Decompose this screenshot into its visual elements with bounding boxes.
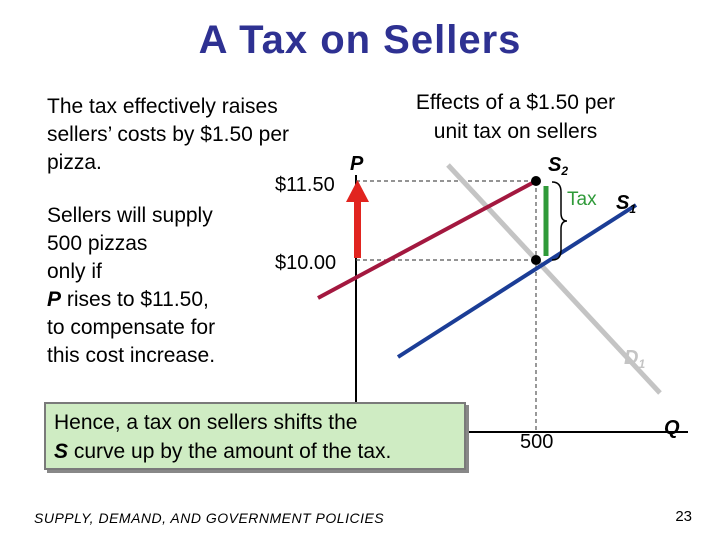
label-base: S <box>616 192 630 214</box>
curve-label-s2: S2 <box>548 154 568 178</box>
supply-curve-s2 <box>317 179 537 300</box>
caption-line: unit tax on sellers <box>433 120 598 143</box>
conclusion-box: Hence, a tax on sellers shifts the S cur… <box>44 402 466 470</box>
label-base: D <box>624 347 638 369</box>
tick-label-10-00: $10.00 <box>275 252 336 274</box>
tax-brace <box>551 181 568 261</box>
x-axis-label: Q <box>664 417 680 439</box>
slide-footer: SUPPLY, DEMAND, AND GOVERNMENT POLICIES <box>34 510 385 526</box>
text-line: this cost increase. <box>47 344 216 367</box>
supply-symbol: S <box>54 440 69 463</box>
tax-explanation-text: The tax effectively raises sellers’ cost… <box>47 95 290 174</box>
tax-label: Tax <box>567 189 597 210</box>
text-line: Sellers will supply <box>47 204 213 227</box>
y-axis-label: P <box>350 153 364 175</box>
point-new-price <box>531 176 541 186</box>
price-increase-arrow-head <box>346 180 369 202</box>
text-line: to compensate for <box>47 316 216 339</box>
price-symbol: P <box>47 288 62 311</box>
point-old-price <box>531 255 541 265</box>
tick-label-500: 500 <box>520 431 553 453</box>
slide-title: A Tax on Sellers <box>198 18 522 62</box>
caption-line: Effects of a $1.50 per <box>415 91 616 114</box>
supply-curve-s1 <box>396 203 638 359</box>
price-increase-arrow-shaft <box>354 200 361 258</box>
text-line: 500 pizzas <box>47 232 148 255</box>
label-base: S <box>548 154 562 176</box>
curve-label-d1: D1 <box>624 347 645 371</box>
conclusion-line: Hence, a tax on sellers shifts the <box>54 411 358 434</box>
text-fragment: curve up by the amount of the tax. <box>68 440 392 463</box>
tick-label-11-50: $11.50 <box>275 174 335 196</box>
curve-label-s1: S1 <box>616 192 636 216</box>
label-subscript: 1 <box>629 202 636 216</box>
text-line: only if <box>47 260 102 283</box>
text-fragment: rises to $11.50, <box>61 288 209 311</box>
sellers-supply-text: Sellers will supply 500 pizzas only if P… <box>47 202 317 370</box>
diagram-caption: Effects of a $1.50 per unit tax on selle… <box>378 88 653 146</box>
text-line: P rises to $11.50, <box>47 286 317 314</box>
label-subscript: 1 <box>638 357 645 371</box>
demand-curve-d1 <box>446 163 662 395</box>
label-subscript: 2 <box>560 164 568 178</box>
page-number: 23 <box>675 508 692 525</box>
conclusion-line: S curve up by the amount of the tax. <box>54 437 456 466</box>
